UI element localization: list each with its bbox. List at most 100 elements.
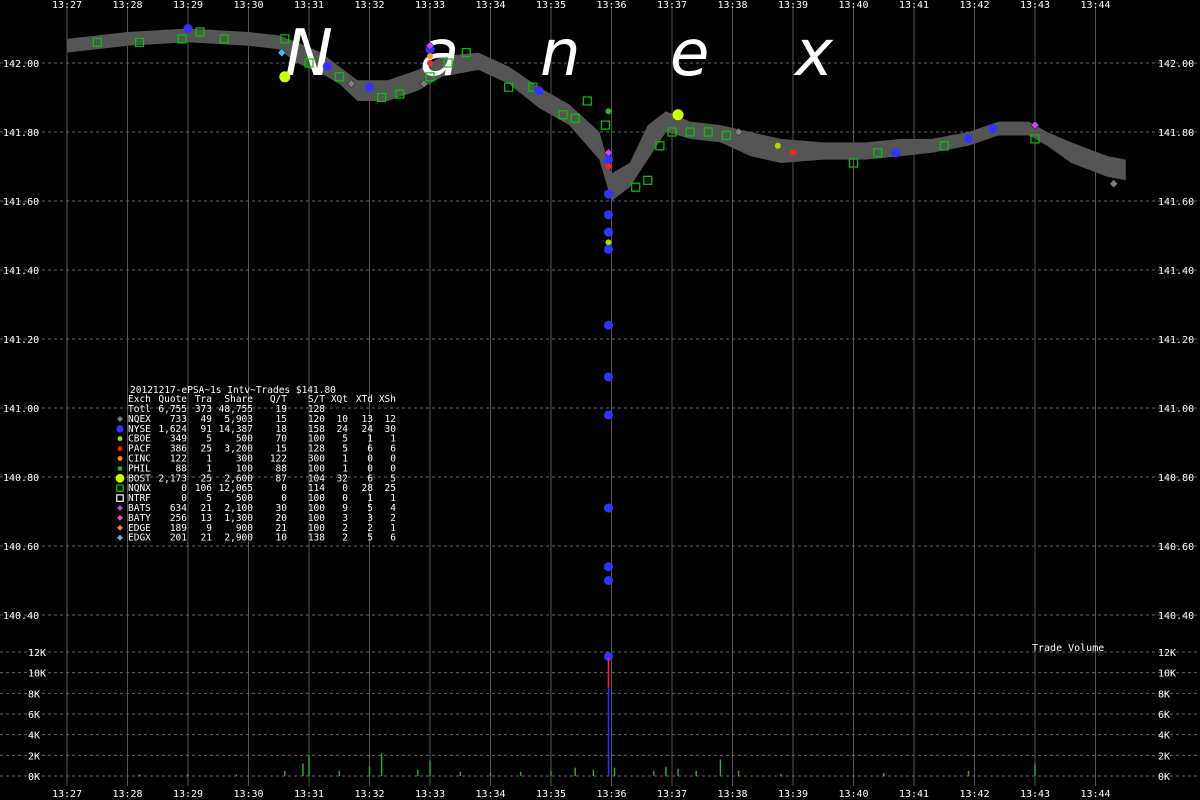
legend-cell: 12,065 xyxy=(219,483,253,494)
trade-marker-nqnx xyxy=(504,82,514,92)
y-tick-label-left: 141.80 xyxy=(3,128,39,139)
vol-tick-label-left: 8K xyxy=(28,689,40,700)
trade-marker-nyse xyxy=(603,410,613,420)
legend-cell: 300 xyxy=(308,454,325,465)
legend-cell: 87 xyxy=(276,473,287,484)
legend-cell: 138 xyxy=(308,533,325,544)
y-tick-label-left: 141.60 xyxy=(3,197,39,208)
trade-marker-nyse xyxy=(603,503,613,513)
x-tick-label-top: 13:39 xyxy=(778,0,808,11)
trade-marker-nyse xyxy=(603,189,613,199)
volume-bar xyxy=(459,771,461,776)
legend-cell: 6 xyxy=(367,444,373,455)
x-tick-label-bottom: 13:28 xyxy=(112,789,142,800)
trade-marker-nqnx xyxy=(304,58,314,68)
volume-bar xyxy=(780,773,782,776)
trade-marker-nyse xyxy=(603,244,613,254)
legend-cell: 104 xyxy=(308,473,325,484)
volume-bar xyxy=(613,767,616,776)
x-axis-bottom-labels: 13:27 13:28 13:29 13:30 13:31 13:32 13:33 13:34… xyxy=(52,789,1111,800)
trade-marker-nqnx xyxy=(425,72,435,82)
nbbo-band xyxy=(67,28,1126,201)
legend-header-cell: Exch xyxy=(128,394,151,405)
trade-marker-nqnx xyxy=(135,37,145,47)
volume-bar xyxy=(187,773,189,776)
legend-cell: 0 xyxy=(342,483,348,494)
legend-cell: 1 xyxy=(390,523,396,534)
trade-marker-nqnx xyxy=(461,48,471,58)
x-tick-label-top: 13:28 xyxy=(112,0,142,11)
legend-cell: 189 xyxy=(170,523,187,534)
trade-marker-nyse xyxy=(603,155,613,165)
x-tick-label-top: 13:44 xyxy=(1080,0,1110,11)
legend-marker-baty xyxy=(116,514,124,522)
legend-cell: 5 xyxy=(367,503,373,514)
volume-bar xyxy=(695,770,697,776)
x-tick-label-top: 13:37 xyxy=(657,0,687,11)
legend-cell: 9 xyxy=(206,523,212,534)
trade-marker-nyse xyxy=(183,24,193,33)
trade-marker-nqnx xyxy=(280,34,290,44)
trade-marker-nqnx xyxy=(631,182,641,192)
volume-bar xyxy=(138,774,141,776)
trade-marker-nyse xyxy=(603,372,613,382)
legend-cell: 48,755 xyxy=(219,404,253,415)
trade-marker-pacf xyxy=(427,60,433,66)
y-tick-label-right: 141.60 xyxy=(1158,197,1194,208)
trade-marker-nyse xyxy=(322,61,332,71)
legend-cell: 106 xyxy=(195,483,212,494)
x-tick-label-bottom: 13:31 xyxy=(294,789,324,800)
legend-cell: CINC xyxy=(128,454,151,465)
x-tick-label-bottom: 13:30 xyxy=(233,789,263,800)
vol-tick-label-right: 12K xyxy=(1158,648,1176,659)
x-tick-label-bottom: 13:37 xyxy=(657,789,687,800)
legend-cell: 2 xyxy=(367,523,373,534)
legend-cell: 733 xyxy=(170,414,187,425)
trade-marker-nqex xyxy=(734,127,743,137)
x-tick-label-top: 13:30 xyxy=(233,0,263,11)
legend-header-cell: Quote xyxy=(158,394,187,405)
trade-marker-nyse xyxy=(603,210,613,220)
legend-cell: 21 xyxy=(201,503,213,514)
legend-marker-phil xyxy=(117,466,123,471)
legend-cell: 158 xyxy=(308,424,325,435)
legend-cell: 25 xyxy=(201,444,212,455)
volume-bar xyxy=(308,755,310,776)
legend-cell: 0 xyxy=(367,463,373,474)
trade-marker-nqnx xyxy=(667,127,677,137)
legend-cell: 5,903 xyxy=(224,414,253,425)
volume-bar xyxy=(489,772,492,776)
legend-cell: 14,387 xyxy=(219,424,253,435)
legend-cell: 900 xyxy=(236,523,253,534)
legend-cell: 1 xyxy=(342,463,348,474)
legend-cell: 20 xyxy=(276,513,288,524)
trade-marker-cboe xyxy=(605,239,612,246)
vol-tick-label-right: 6K xyxy=(1158,710,1170,721)
trade-marker-nqex xyxy=(419,79,429,89)
trade-markers xyxy=(92,24,1119,661)
x-tick-label-top: 13:29 xyxy=(173,0,203,11)
legend-cell: 120 xyxy=(308,414,325,425)
watermark-letter: N xyxy=(285,17,333,91)
legend-header-cell: Q/T xyxy=(270,394,287,405)
trade-marker-cboe xyxy=(774,142,781,149)
trade-marker-nqnx xyxy=(570,113,580,123)
volume-bar xyxy=(574,767,576,776)
legend-cell: 70 xyxy=(276,434,288,445)
legend-cell: 15 xyxy=(276,414,287,425)
volume-bar xyxy=(1034,763,1036,776)
trade-marker-nqnx xyxy=(558,110,568,120)
legend-cell: 100 xyxy=(308,434,325,445)
legend-marker-cboe xyxy=(117,436,123,442)
legend-cell: 100 xyxy=(308,513,325,524)
volume-bar xyxy=(592,769,595,776)
legend-cell: 300 xyxy=(236,454,253,465)
trade-marker-bats xyxy=(1030,120,1040,130)
trade-marker-nyse xyxy=(963,134,973,144)
legend-cell: 4 xyxy=(390,503,396,514)
legend-cell: CBOE xyxy=(128,434,151,445)
trade-marker-nqnx xyxy=(685,127,695,137)
trade-marker-bost xyxy=(672,109,684,121)
legend-cell: 5 xyxy=(206,493,212,504)
